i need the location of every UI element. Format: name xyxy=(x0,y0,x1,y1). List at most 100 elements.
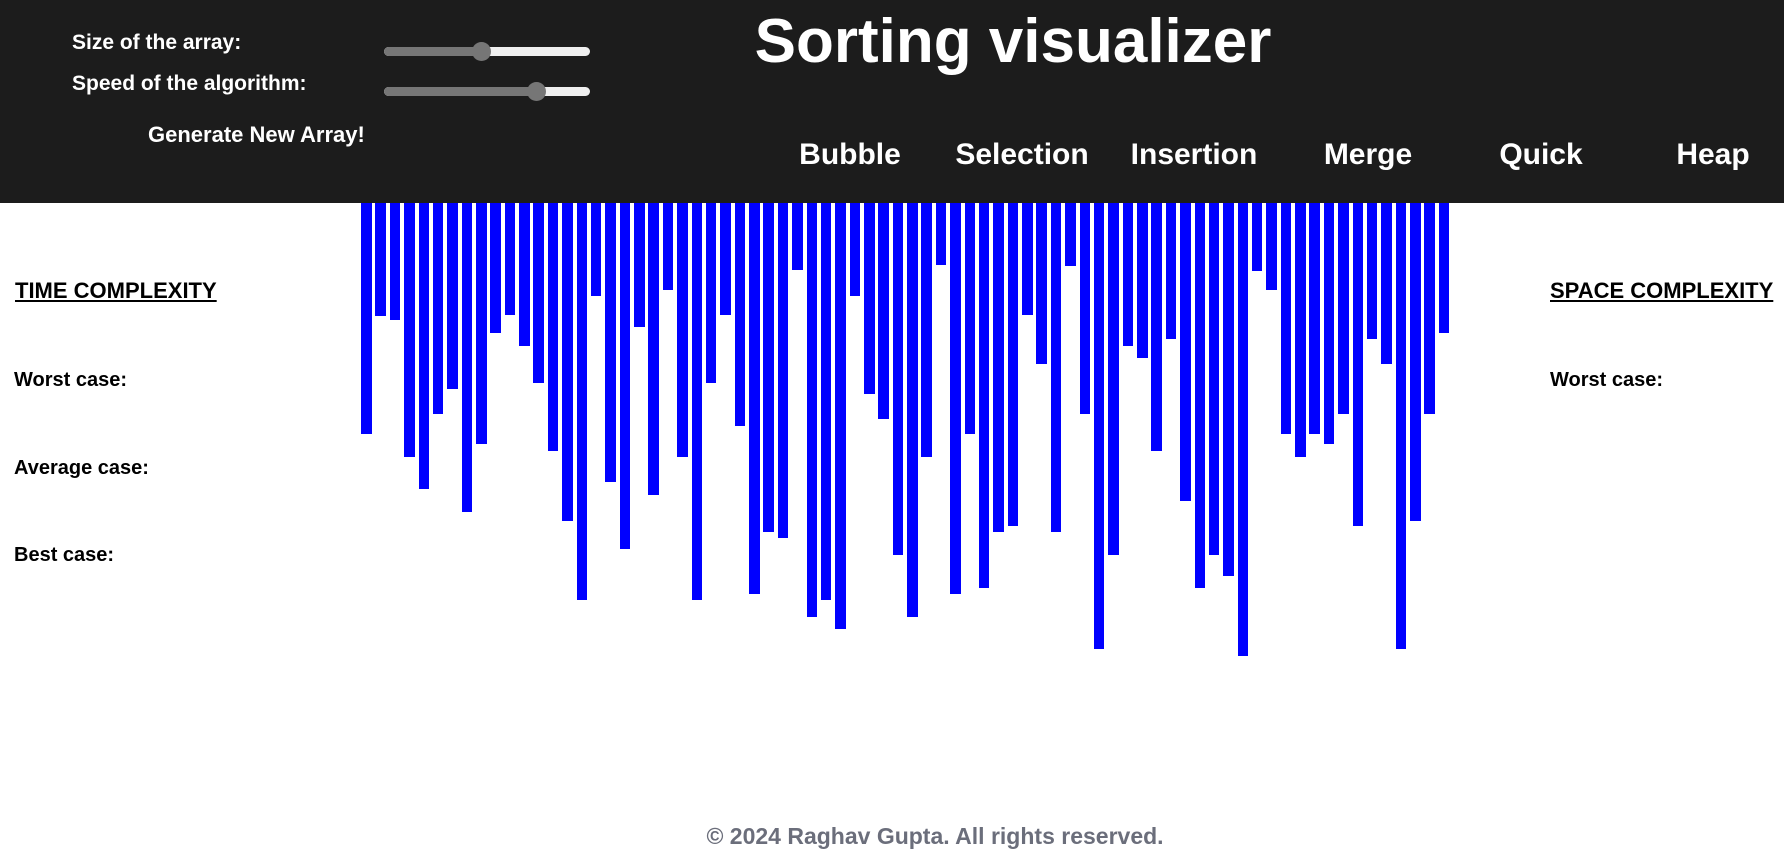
array-bar xyxy=(1022,203,1033,315)
array-bar xyxy=(792,203,803,270)
array-bar xyxy=(1237,203,1249,656)
copyright-footer: © 2024 Raghav Gupta. All rights reserved… xyxy=(706,823,1164,849)
selection-sort-button[interactable]: Selection xyxy=(955,138,1089,171)
array-bar xyxy=(835,203,846,629)
array-bar xyxy=(461,203,473,512)
array-bar xyxy=(677,203,688,457)
speed-slider-thumb[interactable] xyxy=(527,82,546,101)
array-bar xyxy=(849,203,861,296)
speed-label: Speed of the algorithm: xyxy=(72,72,307,95)
array-bar xyxy=(1280,203,1292,434)
array-bar xyxy=(1137,203,1148,358)
array-bar xyxy=(1194,203,1205,588)
array-size-slider-fill xyxy=(384,47,481,56)
array-bar xyxy=(1007,203,1019,526)
array-bar xyxy=(734,203,746,426)
array-bar xyxy=(1165,203,1177,339)
space-worst-case-label: Worst case: xyxy=(1550,369,1664,391)
array-bar xyxy=(1266,203,1277,290)
array-bar xyxy=(648,203,659,495)
array-bar xyxy=(562,203,573,521)
array-bar xyxy=(519,203,530,346)
array-bar xyxy=(1352,203,1363,526)
speed-slider[interactable] xyxy=(384,82,590,101)
array-bar xyxy=(978,203,990,588)
array-bar xyxy=(1050,203,1062,532)
array-bar xyxy=(1309,203,1320,434)
array-bar xyxy=(763,203,774,532)
time-average-case-label: Average case: xyxy=(14,457,149,479)
array-bar xyxy=(964,203,975,434)
array-bar xyxy=(619,203,631,549)
array-bar xyxy=(389,203,401,320)
top-bar: Size of the array: Speed of the algorith… xyxy=(0,0,1784,203)
array-bar xyxy=(950,203,961,594)
array-bar xyxy=(705,203,717,383)
array-bar xyxy=(864,203,875,394)
array-size-slider[interactable] xyxy=(384,42,590,61)
array-bar xyxy=(806,203,817,617)
heap-sort-button[interactable]: Heap xyxy=(1676,138,1750,171)
array-bar xyxy=(820,203,832,600)
array-bar xyxy=(1424,203,1435,414)
array-bar xyxy=(1223,203,1234,576)
array-bar xyxy=(432,203,444,414)
array-bar xyxy=(1122,203,1134,346)
array-bar xyxy=(892,203,904,555)
array-size-label: Size of the array: xyxy=(72,31,242,54)
array-bar xyxy=(907,203,918,617)
merge-sort-button[interactable]: Merge xyxy=(1323,138,1413,171)
array-bar xyxy=(1108,203,1119,555)
array-bar xyxy=(1366,203,1378,339)
array-bar xyxy=(777,203,789,538)
array-bar xyxy=(1381,203,1392,364)
array-bar xyxy=(533,203,544,383)
quick-sort-button[interactable]: Quick xyxy=(1499,138,1583,171)
array-size-slider-thumb[interactable] xyxy=(472,42,491,61)
array-bar xyxy=(1093,203,1105,649)
array-bar xyxy=(1151,203,1162,451)
time-complexity-heading: TIME COMPLEXITY xyxy=(15,278,217,303)
array-bar xyxy=(1438,203,1450,333)
time-best-case-label: Best case: xyxy=(14,544,115,566)
array-bar xyxy=(1251,203,1263,271)
array-bar xyxy=(490,203,501,333)
array-bar xyxy=(993,203,1004,532)
array-bar xyxy=(691,203,702,600)
array-bar xyxy=(1036,203,1047,364)
array-bar xyxy=(476,203,487,444)
array-bar xyxy=(361,203,372,434)
array-bar xyxy=(1079,203,1090,414)
array-bar xyxy=(935,203,947,265)
time-worst-case-label: Worst case: xyxy=(14,369,128,391)
array-bar xyxy=(634,203,645,327)
space-complexity-heading: SPACE COMPLEXITY xyxy=(1550,278,1774,303)
array-bar xyxy=(375,203,386,316)
generate-new-array-button[interactable]: Generate New Array! xyxy=(148,122,365,147)
array-bar xyxy=(404,203,415,457)
array-bar xyxy=(418,203,429,489)
array-bar xyxy=(590,203,602,296)
array-bar xyxy=(1410,203,1421,521)
array-bar xyxy=(447,203,458,389)
array-bar xyxy=(504,203,516,315)
array-bar xyxy=(720,203,731,315)
array-bar xyxy=(878,203,889,419)
array-bar xyxy=(1065,203,1076,266)
array-bar xyxy=(1395,203,1407,649)
array-bar xyxy=(547,203,559,451)
page-title: Sorting visualizer xyxy=(754,7,1272,76)
array-bar xyxy=(1180,203,1191,501)
array-bar xyxy=(662,203,674,290)
speed-slider-fill xyxy=(384,87,536,96)
array-bar xyxy=(576,203,587,600)
array-bar xyxy=(749,203,760,594)
bubble-sort-button[interactable]: Bubble xyxy=(799,138,901,171)
array-bar xyxy=(1323,203,1335,444)
array-bar xyxy=(605,203,616,482)
insertion-sort-button[interactable]: Insertion xyxy=(1130,138,1258,171)
array-bar xyxy=(921,203,932,457)
array-bar xyxy=(1295,203,1306,457)
array-bar xyxy=(1208,203,1220,555)
array-bar xyxy=(1338,203,1349,414)
